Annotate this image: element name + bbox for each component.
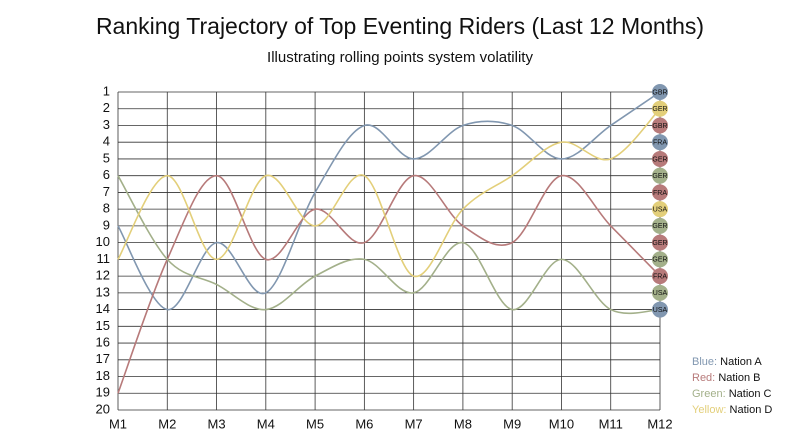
- x-tick-label: M11: [599, 416, 623, 431]
- y-tick-label: 15: [96, 318, 110, 333]
- series-line: [117, 91, 661, 311]
- end-marker-label: USA: [653, 207, 668, 214]
- y-tick-label: 2: [103, 100, 110, 115]
- legend-color-label: Blue:: [692, 356, 717, 368]
- end-marker: [652, 234, 668, 251]
- legend-entry: Red: Nation B: [692, 372, 761, 384]
- legend-name: Nation B: [718, 372, 760, 384]
- x-tick-label: M12: [647, 416, 672, 431]
- y-tick-label: 17: [96, 351, 110, 366]
- series-line: [117, 108, 661, 277]
- legend-name: Nation A: [720, 356, 762, 368]
- x-tick-label: M4: [257, 416, 275, 431]
- end-marker-label: USA: [653, 307, 668, 314]
- chart-title: Ranking Trajectory of Top Eventing Rider…: [96, 13, 704, 39]
- y-tick-label: 20: [96, 401, 110, 416]
- end-marker: [652, 284, 668, 301]
- legend-entry: Green: Nation C: [692, 388, 772, 400]
- chart-subtitle: Illustrating rolling points system volat…: [267, 49, 533, 66]
- y-tick-label: 10: [96, 234, 110, 249]
- x-tick-label: M9: [503, 416, 521, 431]
- end-marker-label: FRA: [653, 140, 667, 147]
- end-marker-label: USA: [653, 290, 668, 297]
- end-marker: [652, 184, 668, 201]
- x-tick-label: M2: [158, 416, 176, 431]
- y-tick-label: 1: [103, 83, 110, 98]
- y-tick-label: 7: [103, 184, 110, 199]
- series-line: [117, 174, 661, 394]
- end-marker-label: GBR: [652, 123, 667, 130]
- y-tick-label: 13: [96, 284, 110, 299]
- y-tick-label: 4: [103, 134, 110, 149]
- end-marker-label: GER: [652, 156, 667, 163]
- end-marker-label: GER: [652, 240, 667, 247]
- legend-name: Nation C: [729, 388, 772, 400]
- y-tick-label: 16: [96, 334, 110, 349]
- end-marker: [652, 167, 668, 184]
- end-marker-label: GER: [652, 106, 667, 113]
- x-tick-label: M5: [306, 416, 324, 431]
- y-tick-label: 19: [96, 385, 110, 400]
- end-marker: [652, 150, 668, 167]
- series-line: [117, 175, 661, 315]
- legend-color-label: Red:: [692, 372, 715, 384]
- legend-entry: Yellow: Nation D: [692, 404, 772, 416]
- end-marker: [652, 301, 668, 318]
- x-tick-label: M7: [405, 416, 423, 431]
- end-marker-label: FRA: [653, 190, 667, 197]
- end-marker-label: GER: [652, 173, 667, 180]
- y-tick-label: 3: [103, 117, 110, 132]
- end-marker-label: GER: [652, 223, 667, 230]
- x-tick-label: M6: [355, 416, 373, 431]
- legend-name: Nation D: [730, 404, 773, 416]
- x-tick-label: M3: [208, 416, 226, 431]
- y-tick-label: 14: [96, 301, 110, 316]
- legend-entry: Blue: Nation A: [692, 356, 762, 368]
- x-tick-label: M1: [109, 416, 127, 431]
- end-marker: [652, 217, 668, 234]
- end-marker: [652, 117, 668, 134]
- legend-color-label: Green:: [692, 388, 726, 400]
- end-marker: [652, 84, 668, 100]
- y-tick-label: 6: [103, 167, 110, 182]
- y-tick-label: 18: [96, 368, 110, 383]
- end-marker-label: GER: [652, 257, 667, 264]
- y-tick-label: 9: [103, 217, 110, 232]
- y-tick-label: 5: [103, 150, 110, 165]
- end-marker-label: FRA: [653, 273, 667, 280]
- end-marker: [652, 268, 668, 285]
- end-marker-label: GBR: [652, 89, 667, 96]
- x-tick-label: M10: [549, 416, 574, 431]
- y-tick-label: 12: [96, 268, 110, 283]
- x-tick-label: M8: [454, 416, 472, 431]
- end-marker: [652, 251, 668, 268]
- legend-color-label: Yellow:: [692, 404, 726, 416]
- y-tick-label: 11: [97, 251, 111, 266]
- end-marker: [652, 134, 668, 151]
- end-marker: [652, 201, 668, 218]
- end-marker: [652, 100, 668, 117]
- y-tick-label: 8: [103, 201, 110, 216]
